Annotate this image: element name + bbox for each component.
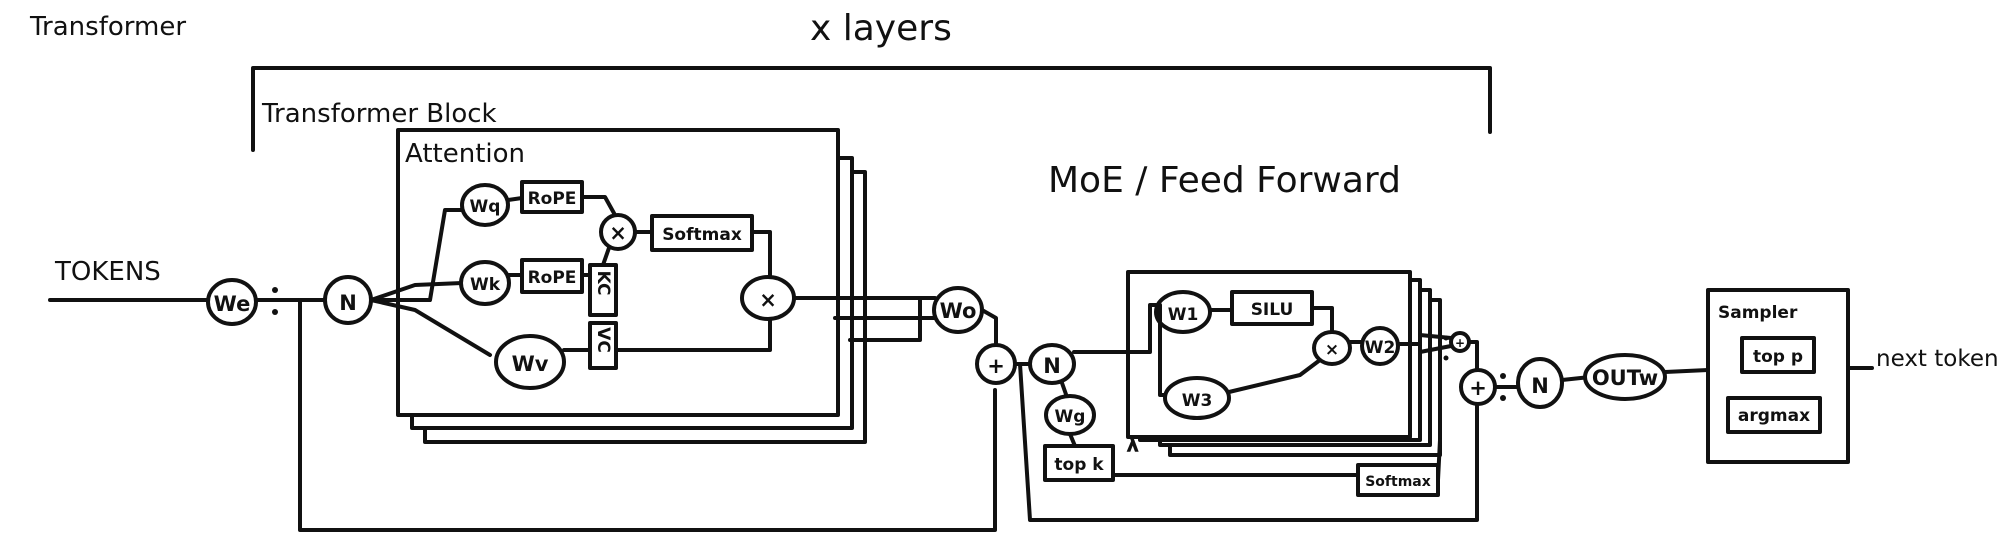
input-label: TOKENS <box>54 257 161 287</box>
expert-multiply-label: × <box>1325 340 1339 360</box>
av-multiply-label: × <box>759 288 777 312</box>
output-label: next token <box>1876 346 1999 372</box>
layers-bracket <box>251 66 1492 152</box>
v-branch-line <box>369 298 492 357</box>
softmax-to-mult-line <box>750 230 772 282</box>
wq-node <box>460 183 510 227</box>
top-p-label: top p <box>1753 347 1803 367</box>
diagram-title: Transformer <box>29 12 186 42</box>
rope-k-box <box>520 258 584 294</box>
topk-box <box>1043 444 1115 482</box>
moe-norm-label: N <box>1043 354 1061 378</box>
argmax-label: argmax <box>1738 406 1810 426</box>
tap-dot <box>272 309 278 315</box>
w3-label: W3 <box>1182 391 1213 411</box>
rope-k-label: RoPE <box>528 268 577 288</box>
moe-softmax-label: Softmax <box>1365 474 1431 490</box>
moe-residual-add-label: + <box>1469 376 1487 400</box>
softmax-to-experts-line <box>1436 438 1442 482</box>
attention-head-lines <box>833 298 937 342</box>
outw-label: OUTw <box>1592 366 1658 390</box>
final-norm-node <box>1516 357 1564 409</box>
tap-dot <box>1500 395 1506 401</box>
k-branch-line <box>369 281 464 302</box>
wv-label: Wv <box>512 352 549 376</box>
kc-label: KC <box>593 271 613 296</box>
outw-to-sampler-line <box>1663 368 1710 374</box>
w3-to-mult-line <box>1227 358 1322 394</box>
attention-softmax-box <box>650 214 754 252</box>
wv-node <box>494 334 566 390</box>
w2-label: W2 <box>1365 338 1396 358</box>
we-label: We <box>214 292 251 316</box>
silu-to-mult-line <box>1310 306 1334 334</box>
argmax-box <box>1726 396 1822 434</box>
topk-label: top k <box>1054 455 1104 475</box>
wq-to-rope-line <box>506 196 524 202</box>
outw-node <box>1583 353 1667 401</box>
sampler-title: Sampler <box>1718 303 1798 323</box>
silu-label: SILU <box>1251 300 1294 320</box>
topk-to-softmax-line <box>1111 473 1360 480</box>
expert-multiply-node <box>1312 330 1352 366</box>
tap-dot <box>1443 355 1449 361</box>
transformer-block-label: Transformer Block <box>261 99 497 129</box>
vc-label: VC <box>593 327 613 353</box>
moe-norm-to-experts-line <box>1072 303 1162 354</box>
rope-q-label: RoPE <box>528 189 577 209</box>
wq-label: Wq <box>470 197 501 217</box>
vc-to-mult-line <box>614 316 772 352</box>
moe-title: MoE / Feed Forward <box>1048 160 1401 201</box>
wk-node <box>459 260 511 306</box>
residual-connection-2 <box>1018 362 1479 522</box>
tap-dot <box>272 287 278 293</box>
wk-label: Wk <box>470 275 501 295</box>
tap-dot <box>1443 335 1449 341</box>
top-p-box <box>1740 336 1816 374</box>
w3-node <box>1163 376 1231 420</box>
q-branch-line <box>369 208 464 302</box>
attention-norm-label: N <box>339 291 357 315</box>
residual-connection-1 <box>298 298 997 532</box>
wo-label: Wo <box>940 299 977 323</box>
qk-multiply-label: × <box>609 221 627 245</box>
w1-label: W1 <box>1168 305 1199 325</box>
wo-to-add-line <box>980 308 998 347</box>
vc-cache-box <box>588 321 618 370</box>
lambda-symbol: λ <box>1126 433 1139 457</box>
attention-title: Attention <box>405 139 525 169</box>
sum-to-add-line <box>1467 340 1479 372</box>
attention-softmax-label: Softmax <box>662 225 742 245</box>
wg-label: Wg <box>1055 407 1086 427</box>
tap-dot <box>1500 373 1506 379</box>
attention-residual-add-label: + <box>987 354 1005 378</box>
moe-norm-node <box>1028 343 1076 385</box>
layers-label: x layers <box>810 8 952 49</box>
expert-sum-label: + <box>1455 336 1465 350</box>
rope-q-to-mult-line <box>580 195 617 217</box>
final-norm-label: N <box>1531 374 1549 398</box>
